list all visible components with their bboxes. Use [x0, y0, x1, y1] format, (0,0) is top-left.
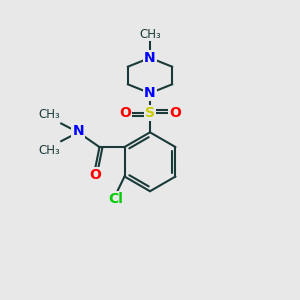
- Text: N: N: [73, 124, 84, 138]
- Text: CH₃: CH₃: [38, 108, 60, 121]
- Text: CH₃: CH₃: [38, 144, 60, 157]
- Text: N: N: [144, 51, 156, 65]
- Text: O: O: [89, 168, 101, 182]
- Text: O: O: [169, 106, 181, 120]
- Text: Cl: Cl: [108, 192, 123, 206]
- Text: CH₃: CH₃: [139, 28, 161, 41]
- Text: O: O: [119, 106, 131, 120]
- Text: S: S: [145, 106, 155, 120]
- Text: N: N: [144, 86, 156, 100]
